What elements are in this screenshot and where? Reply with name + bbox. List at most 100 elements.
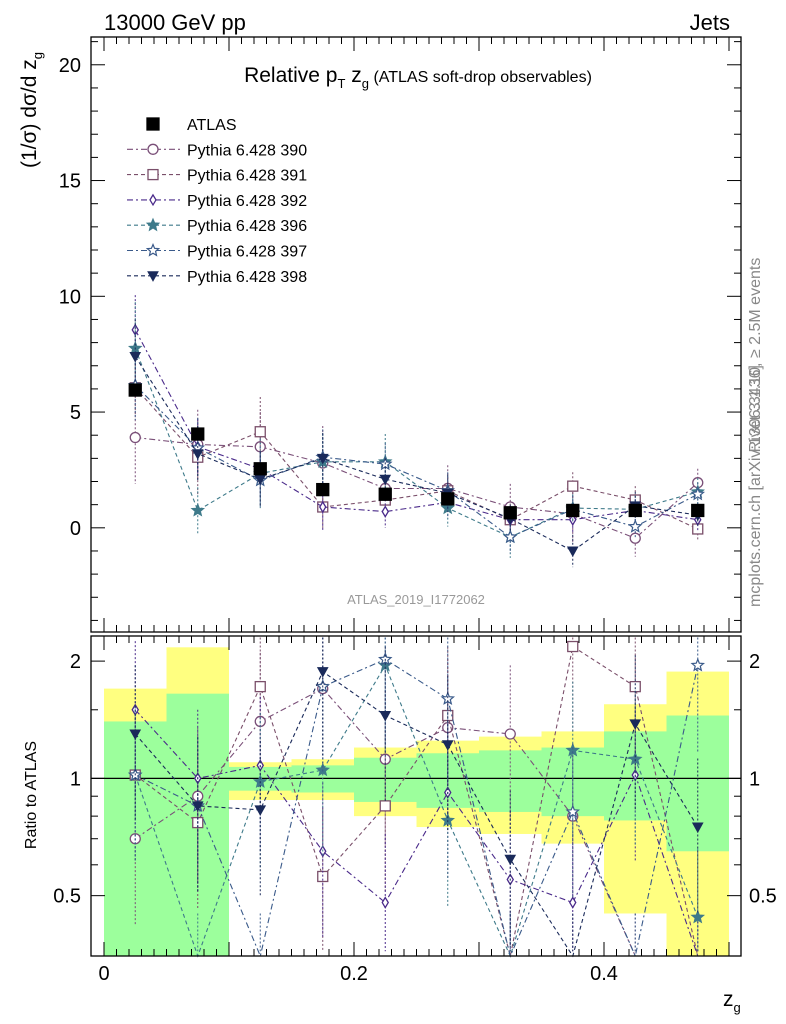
ratio-point [440,812,455,827]
legend-label: ATLAS [187,117,237,134]
series-line [134,329,698,521]
header-right: Jets [690,10,730,35]
atlas-series [128,383,705,520]
data-point [129,351,142,363]
ratio-point [379,800,391,812]
legend-entry: Pythia 6.428 392 [127,193,307,210]
ratio-tick-label: 2 [70,651,81,673]
y-tick-label: 15 [59,171,81,193]
y-tick-label: 20 [59,55,81,77]
data-point [502,529,518,544]
ratio-point [378,651,393,666]
ratio-point [567,640,579,653]
legend-entry: Pythia 6.428 398 [127,269,307,286]
legend-label: Pythia 6.428 392 [187,193,307,210]
y-tick-label: 0 [70,518,81,540]
ratio-point [254,805,267,816]
analysis-watermark: ATLAS_2019_I1772062 [347,592,485,607]
legend-label: Pythia 6.428 391 [187,168,307,185]
legend-entry: Pythia 6.428 396 [127,217,307,235]
data-point [566,546,579,557]
ratio-point [316,667,329,678]
ratio-point [441,740,454,751]
series-line [135,436,699,539]
ratio-line [134,670,699,958]
ratio-tick-label: 1 [70,768,81,790]
data-point [567,480,579,492]
mc-series-5 [128,350,706,554]
main-ylabel: (1/σ) dσ/d zg [18,52,45,168]
data-point [254,426,266,438]
legend-label: Pythia 6.428 396 [187,218,307,235]
data-point [690,486,706,501]
legend-entry: Pythia 6.428 390 [127,142,307,159]
ratio-point [254,680,266,693]
ratio-ylabel: Ratio to ATLAS [23,741,40,849]
ratio-tick-label-right: 0.5 [749,886,777,908]
data-point [629,532,641,544]
ratio-point [568,896,577,909]
ratio-tick-label-right: 1 [749,768,760,790]
ratio-line [134,645,699,957]
legend-marker [146,117,160,131]
ratio-plot-area [91,637,741,958]
ratio-line [134,664,699,958]
ratio-point [191,801,204,812]
atlas-point [253,462,267,476]
data-point [381,505,390,518]
ratio-point [129,729,142,741]
y-tick-label: 5 [70,402,81,424]
series-line [134,385,699,538]
ratio-point [379,711,392,722]
legend-label: Pythia 6.428 390 [187,142,307,159]
ratio-tick-label: 0.5 [53,886,81,908]
legend-label: Pythia 6.428 398 [187,269,307,286]
legend-marker [147,271,159,282]
x-tick-label: 0.2 [340,963,368,985]
atlas-point [503,506,517,520]
ratio-point [629,719,642,730]
mcplots-label: mcplots.cern.ch [arXiv:1306.3436] [747,365,764,607]
legend-marker [147,168,159,181]
data-point [627,519,643,533]
x-tick-label: 0.4 [590,963,618,985]
atlas-point [441,492,455,506]
legend-marker [145,242,161,257]
legend-marker [145,217,161,232]
ratio-line [135,658,699,958]
series-line [134,348,698,538]
ratio-point [627,751,643,766]
legend-marker [149,193,157,207]
header-left: 13000 GeV pp [104,10,246,35]
atlas-point [316,482,330,497]
mc-series-4 [127,302,705,558]
ratio-point [381,896,390,909]
data-point [190,502,206,517]
mc-series-3 [131,295,702,534]
atlas-point [378,487,392,501]
ratio-point [504,728,516,740]
legend-entry: ATLAS [146,117,237,134]
rivet-label: Rivet 3.1.10, ≥ 2.5M events [747,258,764,453]
legend-entry: Pythia 6.428 397 [127,242,307,261]
data-point [191,449,204,460]
data-point [316,453,329,465]
ratio-point [691,822,704,834]
y-tick-label: 10 [59,286,81,308]
atlas-point [691,503,705,518]
mc-series-1 [129,391,704,557]
ratio-point [690,657,706,672]
atlas-point [628,503,642,518]
atlas-point [128,383,142,397]
legend: ATLAS Pythia 6.428 390 Pythia 6.428 391 Pyt… [127,117,307,286]
ratio-point [504,854,517,866]
atlas-point [191,427,205,441]
ratio-point [629,680,641,693]
atlas-point [566,503,580,518]
ratio-point [252,774,268,788]
ratio-point [565,804,581,819]
data-point [379,474,392,486]
series-line [134,356,698,552]
ratio-tick-label-right: 2 [749,651,760,673]
